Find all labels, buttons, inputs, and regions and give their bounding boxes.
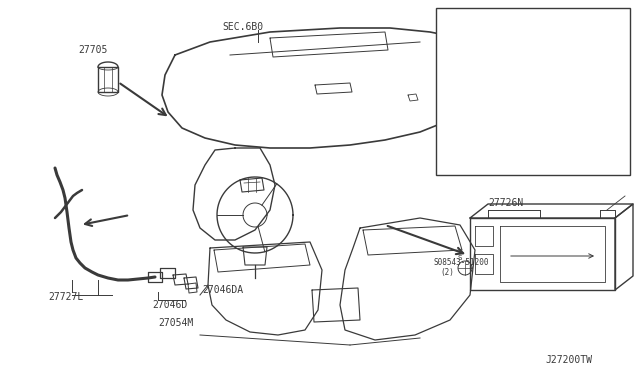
Text: 27727L: 27727L — [48, 292, 83, 302]
Text: S08543-51200: S08543-51200 — [434, 258, 490, 267]
Text: 27046DA: 27046DA — [202, 285, 243, 295]
Bar — [436, 8, 630, 175]
Text: J27200TW: J27200TW — [545, 355, 592, 365]
Text: 27130M: 27130M — [488, 60, 524, 70]
Text: 27726N: 27726N — [488, 198, 524, 208]
Text: S: S — [458, 255, 462, 261]
Text: 27046D: 27046D — [152, 300, 188, 310]
Text: 27705: 27705 — [78, 45, 108, 55]
Text: RR AIR COND CONTROL: RR AIR COND CONTROL — [440, 18, 552, 28]
Text: (2): (2) — [440, 268, 454, 277]
Text: 27054M: 27054M — [158, 318, 193, 328]
Text: SEC.6B0: SEC.6B0 — [222, 22, 263, 32]
